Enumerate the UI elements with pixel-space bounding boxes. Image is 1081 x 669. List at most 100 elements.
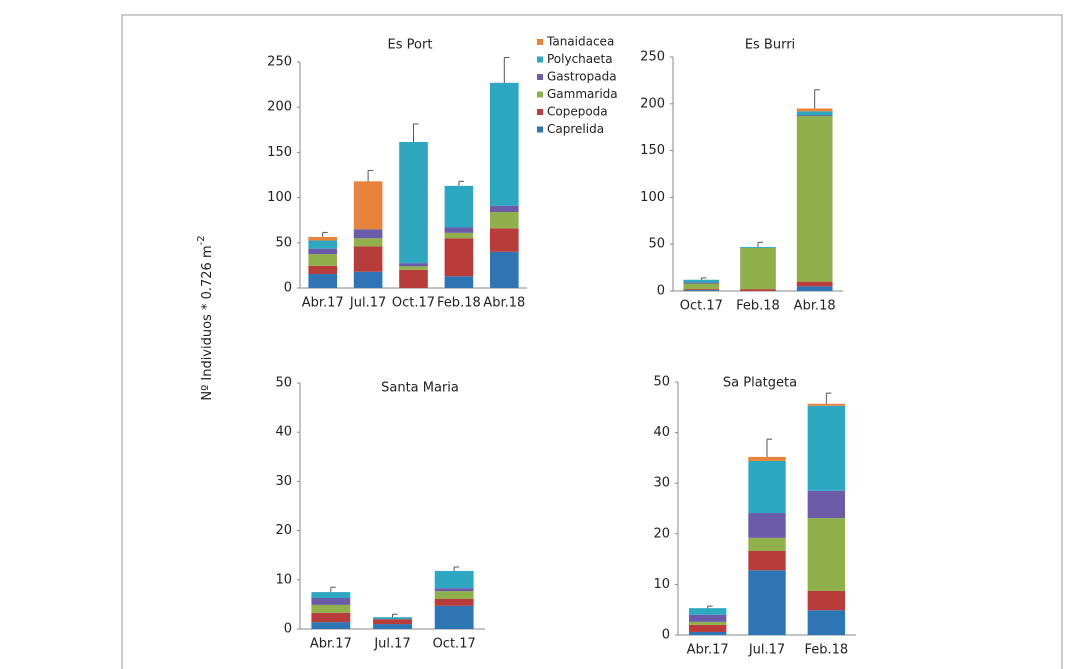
bar-segment [399,263,428,267]
bar-segment [796,281,833,287]
bar-segment [444,232,474,239]
bar-segment [807,490,846,519]
legend-label: Copepoda [547,105,608,119]
bar-segment [353,271,383,288]
x-tick-label: Feb.18 [804,643,848,658]
bar-segment [399,269,428,288]
legend-swatch [537,74,543,80]
legend-label: Caprelida [547,122,604,136]
error-bar [330,586,336,593]
y-tick-label: 20 [653,526,670,541]
y-axis-label: Nº Individuos * 0.726 m-2 [196,235,215,400]
y-tick-label: 20 [275,523,292,538]
legend-label: Gastropada [547,70,617,84]
y-tick-label: 50 [648,237,665,252]
y-tick-label: 30 [653,476,670,491]
bar-segment [444,238,474,277]
x-tick-label: Jul.17 [373,637,410,652]
y-tick-label: 10 [653,577,670,592]
bar-segment [683,290,720,291]
x-tick-label: Abr.18 [483,296,525,311]
y-tick-label: 100 [267,190,292,205]
error-bar [766,438,772,457]
x-tick-label: Abr.18 [794,299,836,314]
bar-segment [807,405,846,491]
x-tick-label: Oct.17 [392,296,435,311]
bar-segment [311,622,351,629]
error-bar [757,241,763,248]
y-tick-label: 50 [275,235,292,250]
bar-segment [308,240,338,249]
legend-swatch [537,91,543,98]
bar-segment [444,185,474,228]
y-tick-label: 50 [653,375,670,390]
bar-segment [683,282,720,284]
bar-segment [489,228,519,252]
bar-segment [489,82,519,206]
y-tick-label: 50 [275,376,292,391]
x-tick-label: Feb.18 [437,296,481,311]
legend-swatch [537,56,543,63]
bar-segment [444,276,474,288]
bar-segment [489,251,519,288]
error-bar [825,392,832,404]
y-tick-label: 0 [657,284,665,299]
legend-swatch [537,39,543,45]
bar-segment [489,212,519,229]
bar-segment [311,598,351,605]
bar-segment [796,115,833,282]
bar-segment [353,246,383,272]
bar-segment [796,111,833,116]
bar-segment [683,279,720,283]
error-bar [700,277,707,280]
bar-segment [308,248,338,255]
chart-title: Es Port [388,38,433,53]
bar-segment [311,604,351,613]
bar-segment [311,592,351,599]
x-tick-label: Abr.17 [302,296,344,311]
error-bar [322,231,328,237]
bar-segment [434,588,474,592]
bar-segment [308,265,338,274]
x-tick-label: Jul.17 [748,643,785,658]
bar-segment [353,229,383,239]
bar-segment [373,619,412,625]
bar-segment [683,289,720,291]
bar-segment [740,289,776,291]
bar-segment [748,460,786,514]
y-tick-label: 200 [267,100,292,115]
bar-segment [399,266,428,270]
bar-segment [434,591,474,599]
y-tick-label: 30 [275,474,292,489]
bar-segment [683,283,720,290]
legend-label: Polychaeta [547,52,613,66]
y-tick-label: 40 [653,425,670,440]
bar-segment [748,537,786,552]
error-bar [458,180,464,186]
y-tick-label: 0 [284,281,292,296]
bar-segment [489,205,519,213]
bar-segment [748,551,786,571]
y-tick-label: 150 [267,145,292,160]
bar-segment [444,227,474,233]
error-bar [392,613,398,618]
bar-segment [807,403,846,406]
y-tick-label: 10 [275,572,292,587]
bar-segment [796,286,833,291]
chart-title: Es Burri [745,38,795,53]
y-axis-label-superscript: -2 [196,235,207,245]
bar-segment [311,612,351,623]
chart-title: Sa Platgeta [723,376,797,391]
error-bar [707,605,713,609]
error-bar [453,566,460,571]
error-bar [413,123,419,143]
bar-segment [688,624,727,632]
bar-segment [740,247,776,248]
legend-label: Gammarida [547,87,618,101]
bar-segment [807,518,846,591]
bar-segment [373,624,412,629]
bar-segment [434,605,474,629]
bar-segment [748,513,786,538]
legend-label: Tanaidacea [546,35,614,49]
